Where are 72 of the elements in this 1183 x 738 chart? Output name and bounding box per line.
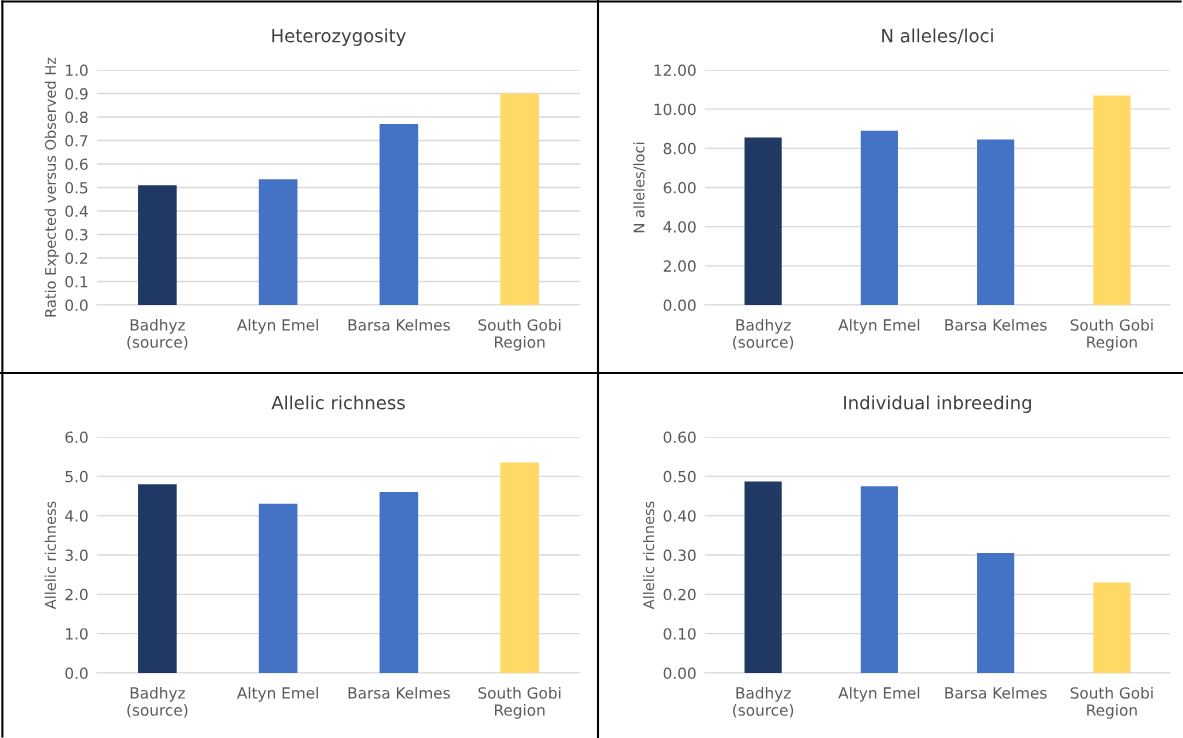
x-tick-label: Badhyz (source) [127,318,188,350]
y-axis-title: N alleles/loci [633,142,646,233]
y-tick-label: 0.60 [663,431,696,444]
x-tick-label: Altyn Emel [838,318,920,334]
y-axis-title: Allelic richness [642,501,655,610]
y-tick-label: 0.50 [663,470,696,483]
bar [744,137,782,305]
y-tick-label: 0.10 [663,628,696,640]
bar [977,139,1015,305]
x-tick-label: Barsa Kelmes [348,686,450,699]
bar [258,503,298,673]
y-tick-label: 0.4 [65,205,88,218]
bar [500,462,539,673]
x-tick-label: South Gobi Region [1070,686,1153,719]
x-tick-label: Barsa Kelmes [348,318,450,331]
chart-title: Heterozygosity [272,28,406,46]
y-tick-label: 0.40 [663,510,696,522]
chart-title: Individual inbreeding [844,395,1031,413]
y-tick-label: 12.00 [654,64,696,77]
y-axis-title: Ratio Expected versus Observed Hz [44,57,59,317]
x-tick-label: Badhyz (source) [733,318,794,350]
x-tick-label: Altyn Emel [838,686,920,702]
bar [1093,582,1131,673]
bar [1093,95,1131,305]
y-tick-label: 0.6 [65,158,88,171]
y-axis-title: Allelic richness [44,501,56,610]
y-tick-label: 5.0 [65,470,88,483]
bar [258,179,298,305]
bar [138,185,177,305]
y-tick-label: 4.0 [65,510,88,522]
bar [977,553,1015,673]
x-tick-label: South Gobi Region [478,318,561,351]
y-tick-label: 0.5 [65,181,88,194]
y-tick-label: 8.00 [663,142,696,155]
bar [860,486,898,673]
y-tick-label: 0.8 [65,111,88,124]
y-tick-label: 0.3 [65,228,88,241]
y-tick-label: 0.00 [663,299,696,312]
y-tick-label: 0.1 [65,275,88,288]
y-tick-label: 4.00 [663,221,696,233]
x-tick-label: Barsa Kelmes [945,686,1047,699]
y-tick-label: 3.0 [65,549,88,562]
y-tick-label: 6.00 [663,181,696,194]
x-tick-label: Altyn Emel [237,318,318,334]
y-tick-label: 0.00 [663,667,696,680]
y-tick-label: 0.0 [65,667,88,680]
y-tick-label: 0.9 [65,87,88,100]
y-tick-label: 2.0 [65,588,88,601]
y-tick-label: 10.00 [654,103,696,116]
bar [379,124,419,305]
bar [860,130,898,305]
x-tick-label: South Gobi Region [478,686,561,719]
x-tick-label: Badhyz (source) [733,686,794,718]
bar [138,484,177,673]
y-tick-label: 0.2 [65,252,88,265]
y-tick-label: 1.0 [66,628,88,640]
chart-title: N alleles/loci [882,28,993,44]
x-tick-label: Altyn Emel [237,686,318,702]
y-tick-label: 2.00 [663,260,696,272]
y-tick-label: 0.0 [65,299,88,312]
bar [500,93,539,305]
bar [744,481,782,673]
chart-title: Allelic richness [271,395,405,410]
x-tick-label: Badhyz (source) [127,686,188,718]
x-tick-label: Barsa Kelmes [945,318,1047,331]
bar [379,492,419,673]
y-tick-label: 0.30 [663,549,696,562]
y-tick-label: 6.0 [65,431,88,444]
y-tick-label: 0.7 [65,134,88,147]
y-tick-label: 1.0 [66,64,88,77]
y-tick-label: 0.20 [663,588,696,601]
x-tick-label: South Gobi Region [1070,318,1153,351]
